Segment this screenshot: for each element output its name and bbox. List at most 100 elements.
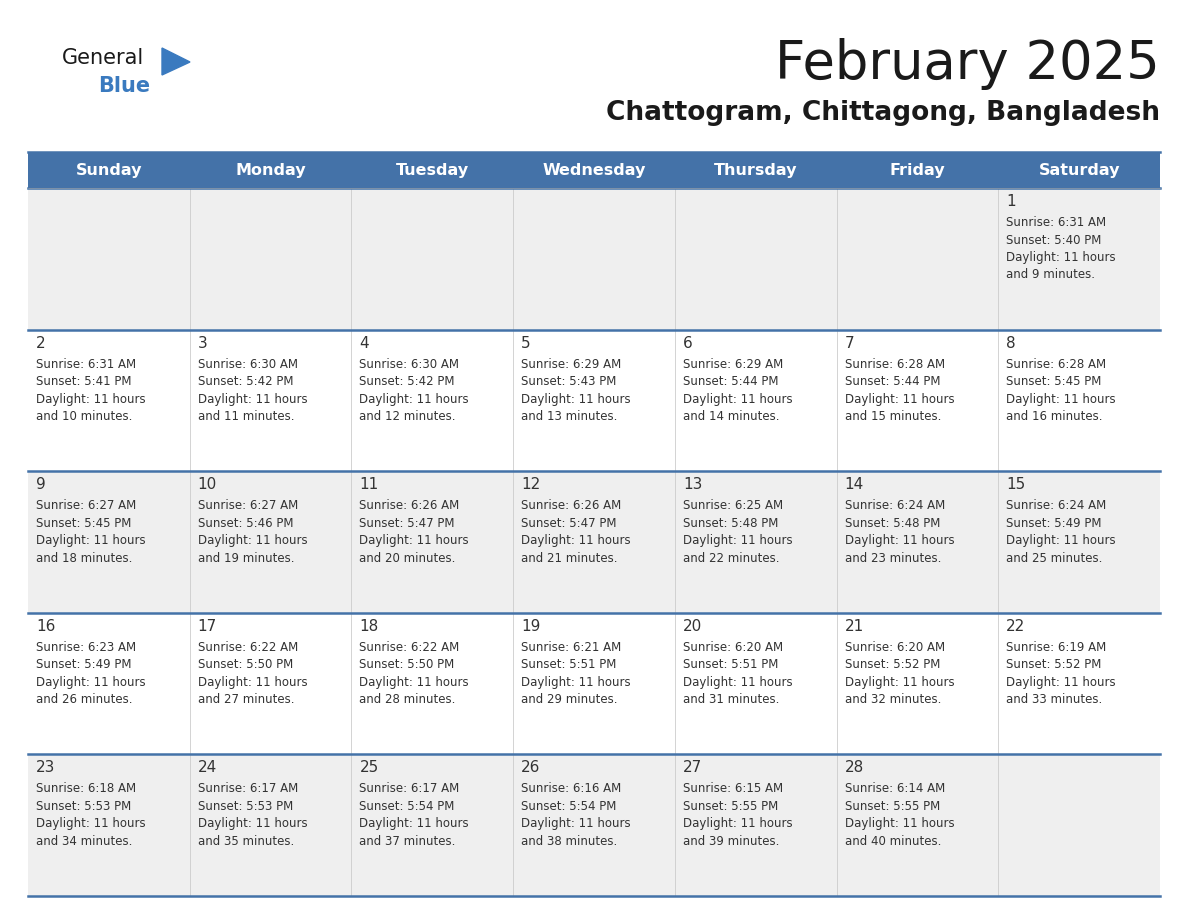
Text: Sunset: 5:44 PM: Sunset: 5:44 PM <box>683 375 778 388</box>
Text: Sunrise: 6:29 AM: Sunrise: 6:29 AM <box>522 358 621 371</box>
Text: 19: 19 <box>522 619 541 633</box>
Text: and 14 minutes.: and 14 minutes. <box>683 410 779 423</box>
Text: Sunset: 5:54 PM: Sunset: 5:54 PM <box>360 800 455 813</box>
Bar <box>29 152 1159 188</box>
Text: Sunrise: 6:30 AM: Sunrise: 6:30 AM <box>360 358 460 371</box>
Text: Daylight: 11 hours: Daylight: 11 hours <box>522 676 631 688</box>
Text: Daylight: 11 hours: Daylight: 11 hours <box>522 393 631 406</box>
Text: and 13 minutes.: and 13 minutes. <box>522 410 618 423</box>
Text: Sunset: 5:54 PM: Sunset: 5:54 PM <box>522 800 617 813</box>
Text: Monday: Monday <box>235 162 305 177</box>
Text: Sunset: 5:51 PM: Sunset: 5:51 PM <box>683 658 778 671</box>
Text: Daylight: 11 hours: Daylight: 11 hours <box>360 393 469 406</box>
Text: 27: 27 <box>683 760 702 776</box>
Text: Daylight: 11 hours: Daylight: 11 hours <box>845 393 954 406</box>
Text: Friday: Friday <box>890 162 946 177</box>
Text: 12: 12 <box>522 477 541 492</box>
Text: and 25 minutes.: and 25 minutes. <box>1006 552 1102 565</box>
Text: 18: 18 <box>360 619 379 633</box>
Text: 15: 15 <box>1006 477 1025 492</box>
Text: 20: 20 <box>683 619 702 633</box>
Text: Daylight: 11 hours: Daylight: 11 hours <box>36 676 146 688</box>
Text: Blue: Blue <box>97 76 150 96</box>
Text: Sunset: 5:47 PM: Sunset: 5:47 PM <box>522 517 617 530</box>
Text: 23: 23 <box>36 760 56 776</box>
Text: Sunrise: 6:30 AM: Sunrise: 6:30 AM <box>197 358 298 371</box>
Text: Sunset: 5:50 PM: Sunset: 5:50 PM <box>197 658 293 671</box>
Text: Daylight: 11 hours: Daylight: 11 hours <box>1006 534 1116 547</box>
Text: and 16 minutes.: and 16 minutes. <box>1006 410 1102 423</box>
Text: Sunrise: 6:26 AM: Sunrise: 6:26 AM <box>360 499 460 512</box>
Text: Sunrise: 6:27 AM: Sunrise: 6:27 AM <box>197 499 298 512</box>
Text: Daylight: 11 hours: Daylight: 11 hours <box>1006 251 1116 264</box>
Text: 24: 24 <box>197 760 217 776</box>
Bar <box>29 755 1159 896</box>
Text: Sunrise: 6:18 AM: Sunrise: 6:18 AM <box>36 782 137 795</box>
Text: 2: 2 <box>36 336 45 351</box>
Text: 6: 6 <box>683 336 693 351</box>
Text: Sunset: 5:49 PM: Sunset: 5:49 PM <box>1006 517 1101 530</box>
Text: and 35 minutes.: and 35 minutes. <box>197 834 293 848</box>
Text: Daylight: 11 hours: Daylight: 11 hours <box>845 676 954 688</box>
Text: February 2025: February 2025 <box>776 38 1159 90</box>
Text: Sunset: 5:42 PM: Sunset: 5:42 PM <box>360 375 455 388</box>
Text: 1: 1 <box>1006 194 1016 209</box>
Text: Sunset: 5:47 PM: Sunset: 5:47 PM <box>360 517 455 530</box>
Text: Sunrise: 6:27 AM: Sunrise: 6:27 AM <box>36 499 137 512</box>
Text: Sunrise: 6:29 AM: Sunrise: 6:29 AM <box>683 358 783 371</box>
Text: 16: 16 <box>36 619 56 633</box>
Text: Sunrise: 6:17 AM: Sunrise: 6:17 AM <box>360 782 460 795</box>
Text: Daylight: 11 hours: Daylight: 11 hours <box>522 817 631 831</box>
Text: Daylight: 11 hours: Daylight: 11 hours <box>36 534 146 547</box>
Text: Chattogram, Chittagong, Bangladesh: Chattogram, Chittagong, Bangladesh <box>606 100 1159 126</box>
Text: Daylight: 11 hours: Daylight: 11 hours <box>360 676 469 688</box>
Text: Sunrise: 6:20 AM: Sunrise: 6:20 AM <box>845 641 944 654</box>
Text: 13: 13 <box>683 477 702 492</box>
Text: Sunset: 5:51 PM: Sunset: 5:51 PM <box>522 658 617 671</box>
Text: Sunset: 5:43 PM: Sunset: 5:43 PM <box>522 375 617 388</box>
Text: Sunset: 5:50 PM: Sunset: 5:50 PM <box>360 658 455 671</box>
Text: Daylight: 11 hours: Daylight: 11 hours <box>36 393 146 406</box>
Text: and 26 minutes.: and 26 minutes. <box>36 693 133 706</box>
Text: and 28 minutes.: and 28 minutes. <box>360 693 456 706</box>
Text: Daylight: 11 hours: Daylight: 11 hours <box>1006 393 1116 406</box>
Text: General: General <box>62 48 144 68</box>
Text: and 23 minutes.: and 23 minutes. <box>845 552 941 565</box>
Polygon shape <box>162 48 190 75</box>
Bar <box>29 471 1159 613</box>
Text: Sunrise: 6:26 AM: Sunrise: 6:26 AM <box>522 499 621 512</box>
Text: Sunset: 5:53 PM: Sunset: 5:53 PM <box>36 800 131 813</box>
Text: Saturday: Saturday <box>1038 162 1120 177</box>
Text: Daylight: 11 hours: Daylight: 11 hours <box>683 817 792 831</box>
Text: Sunset: 5:42 PM: Sunset: 5:42 PM <box>197 375 293 388</box>
Text: Daylight: 11 hours: Daylight: 11 hours <box>197 534 308 547</box>
Text: 25: 25 <box>360 760 379 776</box>
Text: Sunrise: 6:22 AM: Sunrise: 6:22 AM <box>360 641 460 654</box>
Text: 4: 4 <box>360 336 369 351</box>
Text: Sunrise: 6:19 AM: Sunrise: 6:19 AM <box>1006 641 1106 654</box>
Text: and 21 minutes.: and 21 minutes. <box>522 552 618 565</box>
Text: Sunrise: 6:14 AM: Sunrise: 6:14 AM <box>845 782 944 795</box>
Text: Sunrise: 6:15 AM: Sunrise: 6:15 AM <box>683 782 783 795</box>
Text: Daylight: 11 hours: Daylight: 11 hours <box>683 534 792 547</box>
Bar <box>29 330 1159 471</box>
Text: Sunrise: 6:23 AM: Sunrise: 6:23 AM <box>36 641 137 654</box>
Text: Sunset: 5:55 PM: Sunset: 5:55 PM <box>683 800 778 813</box>
Text: Sunday: Sunday <box>76 162 143 177</box>
Text: and 29 minutes.: and 29 minutes. <box>522 693 618 706</box>
Text: Sunrise: 6:25 AM: Sunrise: 6:25 AM <box>683 499 783 512</box>
Text: Sunset: 5:40 PM: Sunset: 5:40 PM <box>1006 233 1101 247</box>
Text: Daylight: 11 hours: Daylight: 11 hours <box>683 393 792 406</box>
Text: and 31 minutes.: and 31 minutes. <box>683 693 779 706</box>
Text: and 37 minutes.: and 37 minutes. <box>360 834 456 848</box>
Text: and 12 minutes.: and 12 minutes. <box>360 410 456 423</box>
Text: Sunrise: 6:17 AM: Sunrise: 6:17 AM <box>197 782 298 795</box>
Text: Sunrise: 6:31 AM: Sunrise: 6:31 AM <box>36 358 137 371</box>
Text: Sunset: 5:53 PM: Sunset: 5:53 PM <box>197 800 293 813</box>
Text: and 11 minutes.: and 11 minutes. <box>197 410 295 423</box>
Text: and 34 minutes.: and 34 minutes. <box>36 834 132 848</box>
Text: and 38 minutes.: and 38 minutes. <box>522 834 618 848</box>
Text: 21: 21 <box>845 619 864 633</box>
Text: 9: 9 <box>36 477 46 492</box>
Text: 8: 8 <box>1006 336 1016 351</box>
